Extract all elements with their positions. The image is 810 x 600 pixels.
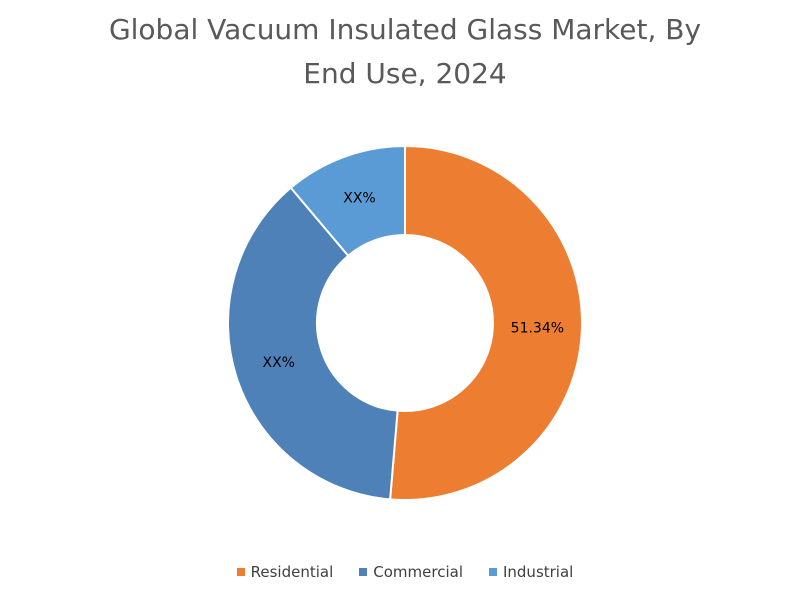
legend-label: Industrial: [502, 563, 574, 581]
legend-swatch: [488, 568, 497, 576]
legend-label: Residential: [250, 563, 334, 581]
legend-item: Industrial: [488, 563, 574, 581]
legend-swatch: [236, 568, 245, 576]
legend-label: Commercial: [373, 563, 463, 581]
legend-item: Residential: [236, 563, 334, 581]
donut-slice: [227, 186, 399, 501]
legend: Residential Commercial Industrial: [0, 563, 810, 581]
data-label: XX%: [263, 355, 295, 371]
data-label: 51.34%: [511, 321, 564, 337]
chart: 51.34% XX% XX%: [227, 144, 583, 501]
legend-item: Commercial: [359, 563, 463, 581]
data-label: XX%: [343, 191, 375, 207]
donut-slice: [389, 144, 583, 501]
legend-swatch: [359, 568, 368, 576]
chart-title: Global Vacuum Insulated Glass Market, By…: [108, 13, 702, 90]
donut-slice: [289, 144, 406, 258]
